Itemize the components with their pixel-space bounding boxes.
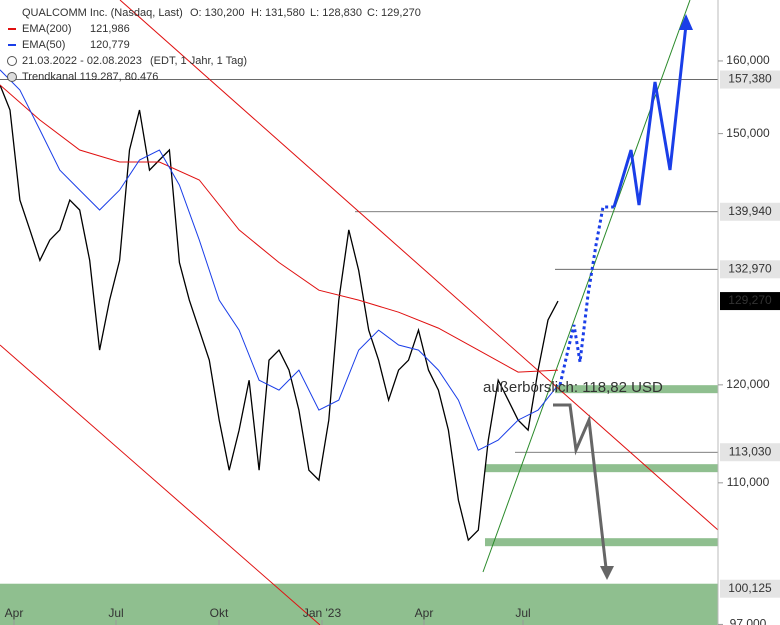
trend-channel-label: Trendkanal 119.287, 80.476 [22, 71, 158, 83]
ohlc-open: O: 130,200 [190, 7, 244, 19]
last-price-box [720, 292, 780, 311]
y-tick-label: 120,000 [726, 377, 770, 391]
level-zone [0, 583, 718, 625]
title: QUALCOMM Inc. (Nasdaq, Last) [22, 7, 183, 19]
y-tick-label: 97,000 [730, 617, 767, 625]
period: (EDT, 1 Jahr, 1 Tag) [150, 55, 247, 67]
ohlc-low: L: 128,830 [310, 7, 362, 19]
forecast-down-arrow [600, 566, 614, 580]
y-tick-label: 160,000 [726, 53, 770, 67]
zones [485, 385, 718, 547]
clock-icon [7, 56, 17, 66]
x-tick-label: Jul [108, 606, 123, 620]
level-label: 132,970 [728, 261, 772, 275]
axis: 160,000 150,000 120,000 110,000 97,000 157,38… [5, 53, 780, 625]
x-tick-label: Jul [515, 606, 530, 620]
zone [555, 385, 718, 394]
legend-name: EMA(50) [22, 39, 65, 51]
x-tick-label: Okt [210, 606, 229, 620]
level-label-box [720, 70, 780, 89]
level-label-box [720, 202, 780, 221]
zone [485, 538, 718, 547]
ohlc-close: C: 129,270 [367, 7, 421, 19]
level-label-box [720, 260, 780, 279]
header: QUALCOMM Inc. (Nasdaq, Last) O: 130,200 … [7, 7, 421, 83]
annotation: außerbörslich: 118,82 USD [483, 379, 663, 396]
legend-name: EMA(200) [22, 23, 72, 35]
zone [485, 464, 718, 473]
forecast-up [612, 24, 688, 208]
last-price-label: 129,270 [728, 293, 772, 307]
ema-line [0, 84, 559, 373]
x-tick-label: Jan '23 [303, 606, 342, 620]
y-tick-label: 150,000 [726, 126, 770, 140]
level-label-box [720, 579, 780, 598]
series [0, 69, 559, 542]
trend-channel-upper [119, 0, 719, 531]
legend-value: 120,779 [90, 39, 130, 51]
level-label: 157,380 [728, 72, 772, 86]
ema-line [0, 69, 559, 451]
x-tick-label: Apr [415, 606, 434, 620]
price-line [0, 84, 559, 542]
forecast-down [553, 403, 608, 569]
level-label: 100,125 [728, 581, 772, 595]
y-tick-label: 110,000 [727, 475, 770, 489]
level-label-box [720, 443, 780, 462]
level-label: 113,030 [729, 444, 772, 458]
ohlc-high: H: 131,580 [251, 7, 305, 19]
level-label: 139,940 [728, 204, 772, 218]
forecast-up-arrow [679, 14, 693, 30]
legend-value: 121,986 [90, 23, 130, 35]
x-tick-label: Apr [5, 606, 24, 620]
trend-line [482, 0, 691, 573]
forecast-up-dotted [558, 205, 614, 386]
date-range: 21.03.2022 - 02.08.2023 [22, 55, 142, 67]
trend-channel-lower [0, 344, 321, 625]
levels [0, 79, 718, 625]
channel-icon [7, 72, 17, 82]
